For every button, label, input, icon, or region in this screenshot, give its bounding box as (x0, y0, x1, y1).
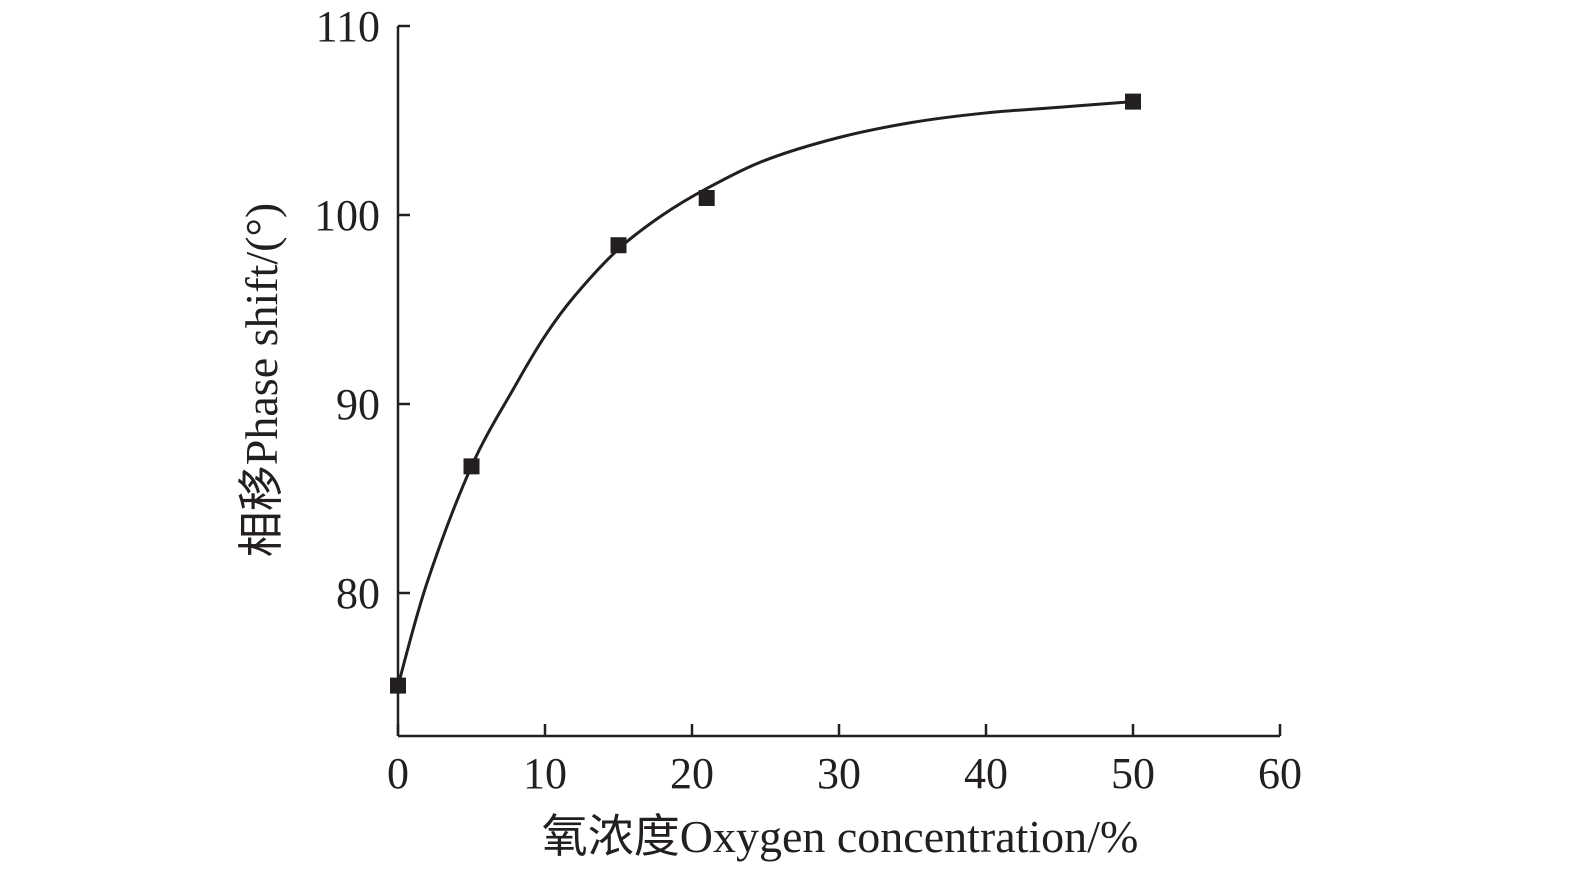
y-tick-label: 90 (336, 380, 380, 429)
y-tick-label: 80 (336, 569, 380, 618)
x-tick-label: 50 (1111, 749, 1155, 798)
x-tick-label: 0 (387, 749, 409, 798)
markers (390, 93, 1141, 694)
x-tick-label: 60 (1258, 749, 1302, 798)
x-tick-label: 10 (523, 749, 567, 798)
x-axis-title: 氧浓度Oxygen concentration/% (542, 811, 1139, 862)
tick-labels: 0 10 20 30 40 50 60 80 90 100 110 (314, 2, 1302, 798)
x-tick-label: 40 (964, 749, 1008, 798)
fit-curve-layer (396, 100, 1134, 687)
data-point-marker (463, 458, 480, 475)
data-point-marker (610, 237, 627, 254)
fit-curve (396, 100, 1134, 687)
ticks (396, 24, 1282, 736)
axes (396, 26, 1280, 738)
x-tick-label: 30 (817, 749, 861, 798)
y-axis-title: 相移Phase shift/(°) (236, 203, 287, 557)
x-tick-label: 20 (670, 749, 714, 798)
y-tick-label: 100 (314, 191, 380, 240)
y-tick-label: 110 (316, 2, 380, 51)
data-point-marker (1125, 93, 1141, 110)
data-point-marker (390, 677, 406, 694)
data-point-marker (698, 189, 715, 206)
